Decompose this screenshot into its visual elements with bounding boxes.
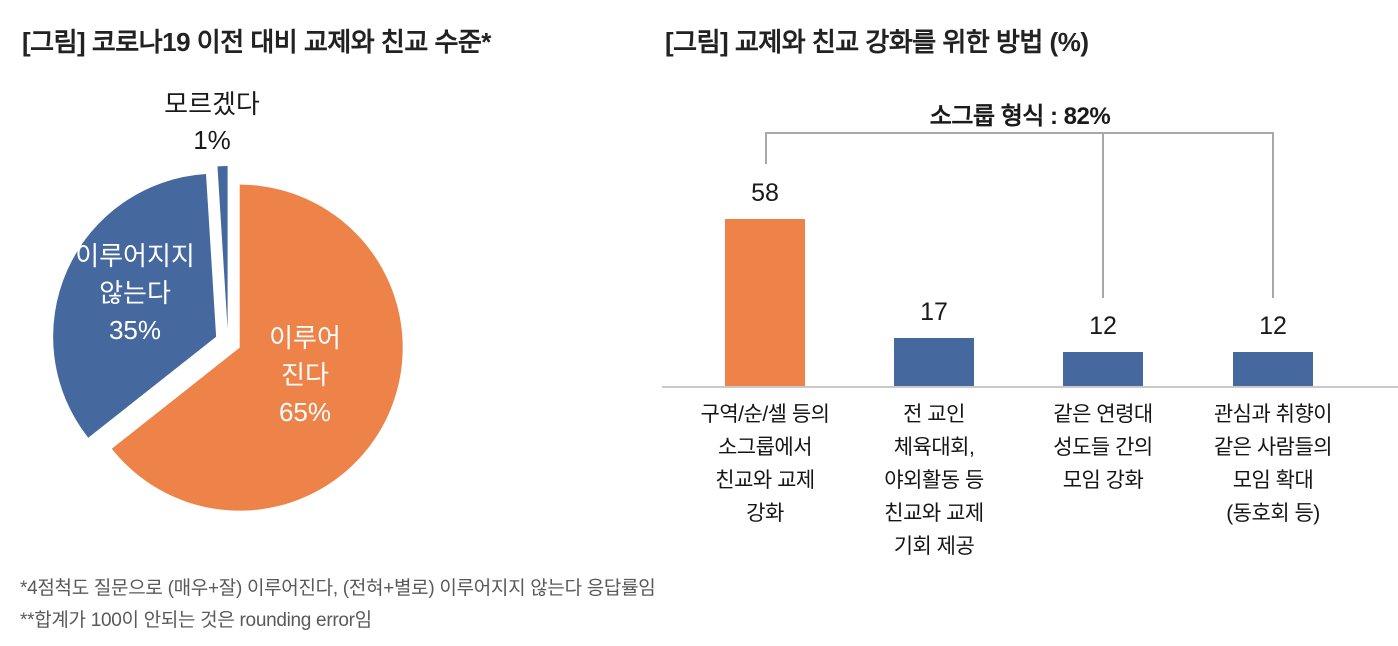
- pie-chart-title: [그림] 코로나19 이전 대비 교제와 친교 수준*: [22, 27, 491, 57]
- pie-slice-0: [111, 184, 403, 511]
- pie-slice-2: [217, 166, 228, 330]
- pie-label-happening: 이루어 진다 65%: [269, 323, 341, 427]
- bar-3: [1233, 352, 1313, 387]
- footnote-1: *4점척도 질문으로 (매우+잘) 이루어진다, (전혀+별로) 이루어지지 않…: [20, 578, 656, 599]
- bar-value-label-3: 12: [1259, 312, 1287, 340]
- pie-label-not-happening: 이루어지지 않는다 35%: [75, 241, 195, 345]
- bar-category-label-3: 관심과 취향이 같은 사람들의 모임 확대 (동호회 등): [1213, 403, 1333, 525]
- x-axis-line: [662, 386, 1398, 388]
- pie-slice-1: [53, 174, 217, 438]
- bar-chart-title: [그림] 교제와 친교 강화를 위한 방법 (%): [665, 27, 1089, 57]
- bar-category-label-2: 같은 연령대 성도들 간의 모임 강화: [1053, 403, 1153, 492]
- pie-chart: [53, 166, 403, 511]
- pie-label-moregetda: 모르겠다 1%: [164, 89, 260, 155]
- bar-category-label-0: 구역/순/셀 등의 소그룹에서 친교와 교제 강화: [700, 403, 830, 525]
- bracket-tick-bar3: [1102, 132, 1104, 298]
- bar-1: [894, 338, 974, 387]
- bracket-tick-bar1: [765, 132, 767, 164]
- bar-category-label-1: 전 교인 체육대회, 야외활동 등 친교와 교제 기회 제공: [884, 403, 984, 558]
- bar-value-label-1: 17: [920, 298, 948, 326]
- bracket-annotation-label: 소그룹 형식 : 82%: [929, 103, 1111, 130]
- footnote-2: **합계가 100이 안되는 것은 rounding error임: [20, 610, 372, 631]
- bar-0: [725, 219, 805, 387]
- bar-value-label-2: 12: [1089, 312, 1117, 340]
- bar-value-label-0: 58: [751, 179, 779, 207]
- bracket-tick-bar4: [1272, 132, 1274, 298]
- bracket-horizontal-line: [765, 132, 1274, 134]
- bar-2: [1063, 352, 1143, 387]
